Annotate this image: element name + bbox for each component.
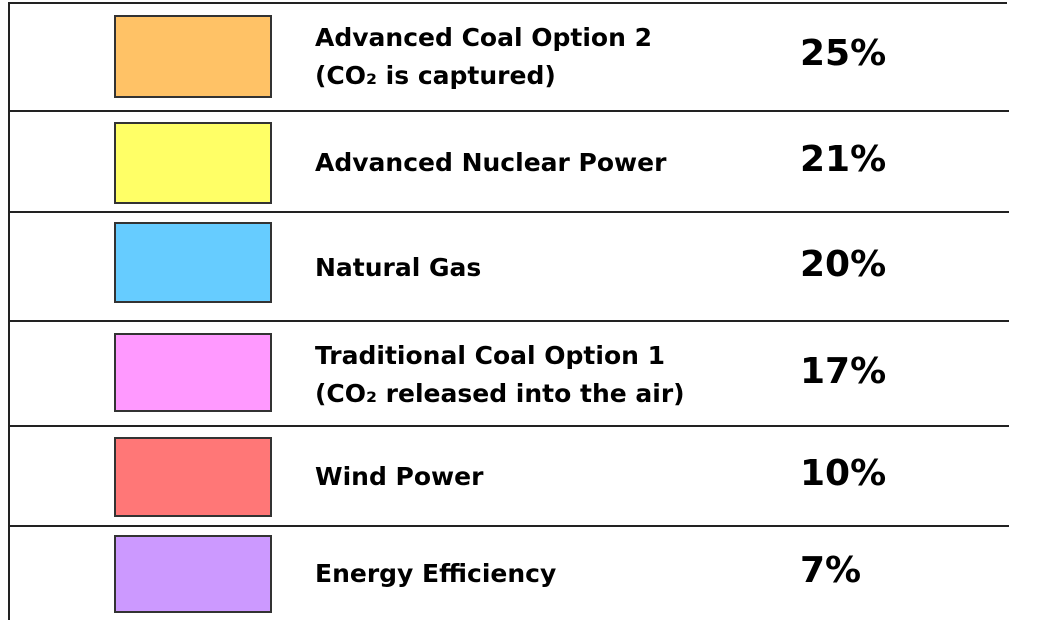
color-swatch — [114, 535, 272, 613]
label-line: Advanced Coal Option 2 — [315, 23, 652, 52]
label-line: Wind Power — [315, 462, 484, 491]
row-label: Advanced Coal Option 2 (CO₂ is captured) — [315, 19, 652, 95]
label-line: Traditional Coal Option 1 — [315, 340, 666, 370]
row-label: Energy Efficiency — [315, 555, 556, 593]
row-share: 20% — [800, 243, 887, 285]
table-row: Natural Gas 20% — [10, 213, 1009, 322]
table-row: Advanced Nuclear Power 21% — [10, 112, 1009, 213]
color-swatch — [114, 15, 272, 98]
color-swatch — [114, 122, 272, 204]
label-line: (CO₂ released into the air) — [315, 378, 685, 408]
row-label: Advanced Nuclear Power — [315, 144, 666, 182]
color-swatch — [114, 437, 272, 517]
label-line: (CO₂ is captured) — [315, 61, 556, 90]
row-label: Natural Gas — [315, 249, 481, 287]
label-line: Advanced Nuclear Power — [315, 147, 667, 177]
row-share: 7% — [800, 549, 862, 591]
color-swatch — [114, 333, 272, 412]
row-share: 21% — [800, 138, 887, 180]
color-swatch — [114, 222, 272, 303]
row-share: 25% — [800, 33, 887, 74]
table-row: Energy Efficiency 7% — [10, 527, 1009, 620]
table-row: Wind Power 10% — [10, 427, 1009, 527]
row-label: Traditional Coal Option 1 (CO₂ released i… — [315, 337, 685, 413]
legend-table: Advanced Coal Option 2 (CO₂ is captured) 2… — [8, 2, 1009, 620]
row-share: 10% — [800, 453, 887, 494]
label-line: Natural Gas — [315, 252, 482, 282]
table-row: Traditional Coal Option 1 (CO₂ released i… — [10, 322, 1009, 427]
row-share: 17% — [800, 350, 887, 392]
label-line: Energy Efficiency — [315, 558, 557, 588]
row-label: Wind Power — [315, 458, 483, 496]
table-row: Advanced Coal Option 2 (CO₂ is captured) 2… — [10, 2, 1009, 112]
